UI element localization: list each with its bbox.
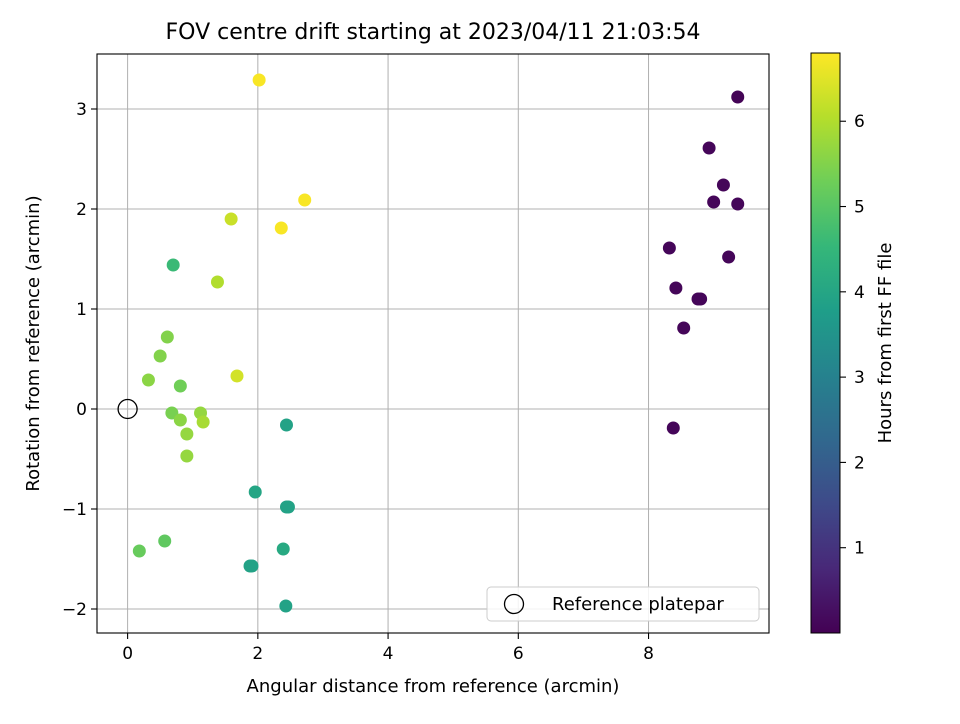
reference-platepar-marker xyxy=(117,398,138,420)
data-point xyxy=(276,542,290,556)
colorbar-tick-label: 5 xyxy=(854,198,865,218)
data-point xyxy=(141,373,155,387)
data-point xyxy=(731,90,745,104)
x-tick-label: 4 xyxy=(383,644,394,664)
data-point xyxy=(669,281,683,295)
colorbar-ticks: 1 2 3 4 5 6 xyxy=(840,112,865,559)
data-point xyxy=(252,73,266,87)
data-point xyxy=(274,221,288,235)
chart-title: FOV centre drift starting at 2023/04/11 … xyxy=(166,20,701,45)
x-tick-label: 2 xyxy=(252,644,263,664)
data-point xyxy=(224,212,238,226)
data-point xyxy=(230,369,244,383)
grid-lines xyxy=(97,54,769,633)
data-point xyxy=(166,258,180,272)
y-tick-label: 3 xyxy=(76,100,87,120)
legend: Reference platepar xyxy=(486,586,760,622)
x-tick-label: 8 xyxy=(643,644,654,664)
data-point xyxy=(298,193,312,207)
data-point xyxy=(702,141,716,155)
y-tick-label: −2 xyxy=(62,600,87,620)
data-point xyxy=(662,241,676,255)
data-point xyxy=(245,559,259,573)
y-tick-label: 2 xyxy=(76,200,87,220)
legend-marker-reference xyxy=(503,593,525,615)
axis-ticks: 0 2 4 6 8 −2 −1 0 1 2 3 xyxy=(62,100,654,664)
data-point xyxy=(173,379,187,393)
colorbar-tick-label: 2 xyxy=(854,453,865,473)
data-point xyxy=(666,421,680,435)
data-point xyxy=(180,449,194,463)
legend-label-reference: Reference platepar xyxy=(552,594,724,615)
colorbar-tick-label: 4 xyxy=(854,283,865,303)
data-point xyxy=(173,413,187,427)
data-point xyxy=(722,250,736,264)
x-axis-label: Angular distance from reference (arcmin) xyxy=(247,676,620,697)
data-point xyxy=(153,349,167,363)
data-point xyxy=(210,275,224,289)
data-point xyxy=(716,178,730,192)
colorbar-tick-label: 6 xyxy=(854,112,865,132)
y-tick-label: −1 xyxy=(62,500,87,520)
data-point xyxy=(160,330,174,344)
data-point xyxy=(180,427,194,441)
legend-box xyxy=(486,586,760,622)
colorbar xyxy=(810,52,841,634)
data-point xyxy=(196,415,210,429)
data-point xyxy=(694,292,708,306)
colorbar-tick-label: 1 xyxy=(854,539,865,559)
y-tick-label: 1 xyxy=(76,300,87,320)
y-axis-label: Rotation from reference (arcmin) xyxy=(23,195,44,491)
data-point xyxy=(248,485,262,499)
colorbar-tick-label: 3 xyxy=(854,368,865,388)
data-point xyxy=(281,500,295,514)
data-point xyxy=(731,197,745,211)
colorbar-label: Hours from first FF file xyxy=(875,243,896,444)
data-point xyxy=(279,418,293,432)
data-point xyxy=(132,544,146,558)
x-tick-label: 6 xyxy=(513,644,524,664)
data-point xyxy=(677,321,691,335)
data-point xyxy=(158,534,172,548)
data-point xyxy=(707,195,721,209)
plot-frame xyxy=(96,53,770,634)
x-tick-label: 0 xyxy=(122,644,133,664)
data-points xyxy=(117,73,745,613)
data-point xyxy=(279,599,293,613)
y-tick-label: 0 xyxy=(76,400,87,420)
